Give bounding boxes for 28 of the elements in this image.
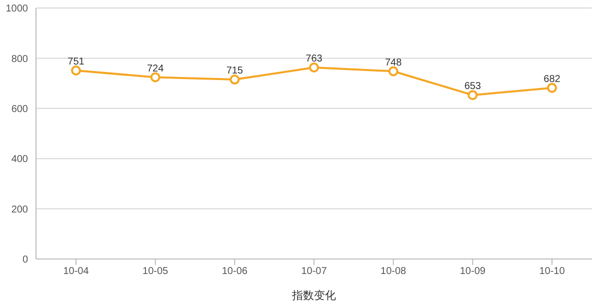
x-tick-label: 10-06 [222, 266, 248, 278]
data-label: 763 [306, 53, 323, 64]
y-tick-label: 0 [22, 254, 28, 266]
y-tick-label: 400 [11, 154, 28, 166]
data-label: 715 [226, 66, 244, 77]
x-axis-title: 指数变化 [291, 289, 336, 302]
data-label: 748 [384, 57, 402, 68]
x-tick-label: 10-05 [142, 266, 169, 278]
y-tick-label: 1000 [6, 4, 28, 15]
data-label: 682 [544, 74, 561, 85]
x-tick-label: 10-08 [380, 266, 407, 278]
x-tick-label: 10-09 [460, 266, 486, 278]
point [150, 72, 160, 82]
data-label: 653 [464, 81, 482, 92]
y-tick-label: 200 [11, 204, 28, 216]
x-tick-label: 10-04 [63, 266, 90, 278]
y-tick-label: 600 [11, 104, 28, 115]
x-tick-label: 10-10 [539, 266, 566, 278]
y-tick-label: 800 [11, 54, 28, 65]
point [71, 66, 81, 76]
point [230, 74, 240, 85]
x-tick-label: 10-07 [301, 266, 328, 278]
point [468, 90, 478, 100]
point [388, 66, 398, 76]
point [547, 82, 557, 93]
data-label: 751 [68, 56, 85, 68]
point [309, 62, 319, 72]
data-label: 724 [146, 63, 164, 74]
